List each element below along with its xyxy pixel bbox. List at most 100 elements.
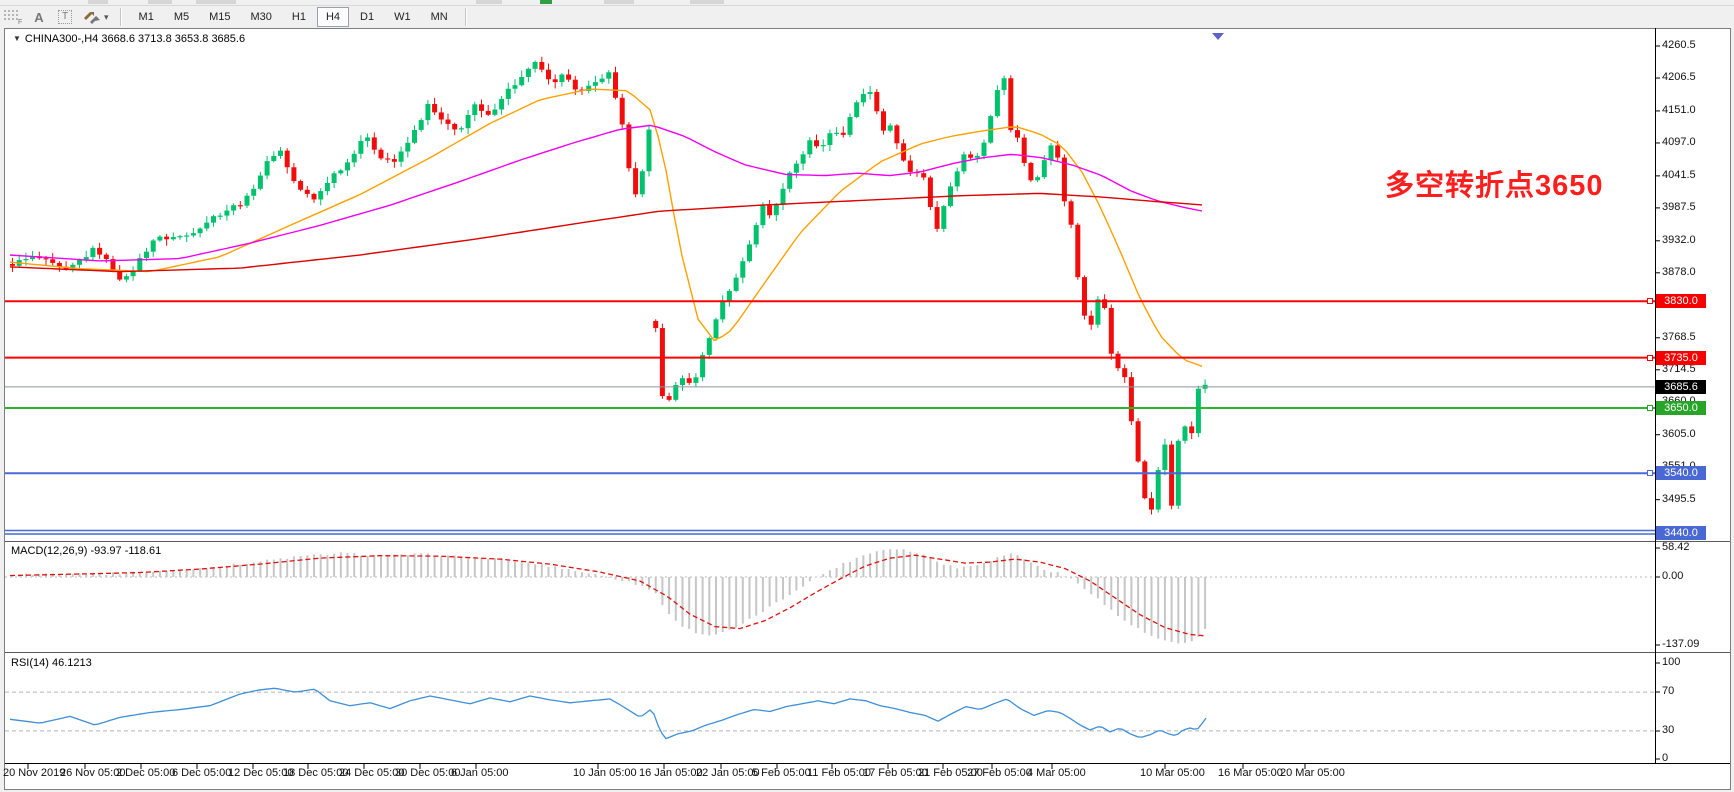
- price-badge-3830.0: 3830.0: [1656, 294, 1706, 309]
- candle-body: [177, 236, 183, 238]
- price-tick-label: 4097.0: [1662, 135, 1696, 148]
- candle-body: [499, 98, 505, 110]
- candle-body: [110, 259, 116, 271]
- candle-body: [726, 290, 732, 302]
- candle-body: [814, 140, 819, 147]
- timeframe-group: M1 M5 M15 M30 H1 H4 D1 W1 MN: [129, 7, 458, 27]
- candle-body: [1035, 177, 1041, 181]
- candle-body: [840, 132, 846, 135]
- candle-body: [847, 116, 853, 135]
- rsi-axis-label: 70: [1662, 685, 1675, 697]
- candle-body: [479, 104, 484, 111]
- fibonacci-grid-tool-button[interactable]: F: [0, 7, 26, 27]
- candle-body: [1195, 388, 1201, 434]
- price-tick-label: 3932.0: [1662, 233, 1696, 246]
- timeframe-button-h4[interactable]: H4: [316, 7, 350, 27]
- candle-body: [318, 191, 324, 200]
- candle-body: [50, 259, 56, 263]
- candle-body: [244, 195, 250, 206]
- candle-body: [1088, 315, 1094, 325]
- toolbar-separator: [464, 8, 467, 26]
- candle-body: [519, 76, 525, 86]
- candle-body: [854, 102, 860, 117]
- candle-body: [713, 319, 719, 339]
- candle-body: [1135, 421, 1141, 462]
- candle-body: [97, 247, 103, 255]
- candle-body: [398, 151, 404, 162]
- text-label-tool-button[interactable]: T: [52, 7, 78, 27]
- timeframe-button-m1[interactable]: M1: [138, 11, 154, 23]
- time-label: 11 Feb 05:00: [807, 767, 872, 779]
- candle-body: [1108, 307, 1114, 354]
- candle-body: [438, 112, 444, 120]
- time-label: 20 Nov 2019: [3, 767, 66, 779]
- candle-body: [284, 150, 290, 168]
- macd-axis-label: 58.42: [1662, 541, 1690, 553]
- timeframe-button-w1[interactable]: W1: [394, 11, 411, 23]
- candle-body: [391, 159, 397, 162]
- candle-body: [639, 171, 645, 195]
- candle-body: [874, 91, 880, 112]
- text-tool-button[interactable]: A: [26, 7, 52, 27]
- candle-body: [820, 144, 826, 147]
- candle-body: [190, 233, 196, 236]
- candle-body: [304, 189, 310, 194]
- line-endpoint-marker: [1647, 470, 1653, 477]
- chevron-down-icon[interactable]: ▾: [104, 11, 109, 22]
- candle-body: [881, 111, 886, 131]
- rsi-axis-label: 0: [1662, 752, 1669, 764]
- candle-body: [539, 61, 545, 70]
- timeframe-button-d1[interactable]: D1: [360, 11, 375, 23]
- price-tick-label: 3878.0: [1662, 265, 1696, 278]
- candle-body: [592, 82, 598, 86]
- candle-body: [1015, 130, 1020, 138]
- candle-body: [747, 244, 752, 262]
- candle-body: [271, 155, 277, 162]
- candle-body: [130, 270, 136, 277]
- timeframe-button-h1[interactable]: H1: [291, 11, 306, 23]
- timeframe-button-m5[interactable]: M5: [173, 11, 190, 23]
- timeframe-button-mn[interactable]: MN: [430, 11, 448, 23]
- candle-body: [586, 85, 592, 91]
- candle-body: [365, 137, 371, 142]
- toolbar: F A T ▾ M1 M5 M15 M30 H1 H4 D1 W1 MN: [0, 6, 1734, 28]
- symbol-dropdown-icon[interactable]: ▼: [13, 34, 21, 43]
- candle-body: [760, 205, 766, 226]
- arrows-tool-button[interactable]: [78, 7, 104, 27]
- candle-body: [150, 240, 156, 252]
- candle-body: [70, 264, 76, 270]
- toolbar-fragment: [196, 0, 236, 4]
- price-tick-label: 4206.5: [1662, 71, 1696, 84]
- candle-body: [566, 74, 572, 80]
- candle-body: [1021, 137, 1027, 163]
- candle-body: [224, 210, 230, 216]
- candle-body: [157, 236, 163, 241]
- timeframe-button-m15[interactable]: M15: [209, 11, 231, 23]
- chart-shift-marker-icon: [1212, 33, 1224, 40]
- price-tick-label: 3987.5: [1662, 200, 1696, 213]
- candle-body: [599, 78, 605, 83]
- candle-body: [927, 177, 933, 208]
- price-badge-3440.0: 3440.0: [1656, 525, 1706, 540]
- candle-body: [264, 161, 270, 176]
- candle-body: [432, 103, 438, 113]
- candle-body: [767, 205, 773, 216]
- candle-body: [981, 142, 987, 156]
- line-endpoint-marker: [1647, 354, 1653, 361]
- candle-body: [887, 125, 893, 131]
- candle-body: [680, 378, 685, 385]
- timeframe-button-m30[interactable]: M30: [250, 11, 272, 23]
- candle-body: [385, 158, 391, 160]
- candle-body: [1115, 353, 1121, 369]
- candle-body: [211, 216, 216, 223]
- time-label: 26 Nov 05:00: [60, 767, 126, 779]
- partial-toolbar-strip: [0, 0, 1734, 6]
- price-tick-label: 3495.5: [1662, 492, 1696, 505]
- price-badge-3650.0: 3650.0: [1656, 401, 1706, 416]
- candle-body: [405, 142, 411, 152]
- candle-body: [793, 163, 799, 173]
- candle-body: [1068, 201, 1074, 225]
- candle-body: [673, 384, 679, 400]
- candle-body: [278, 150, 283, 156]
